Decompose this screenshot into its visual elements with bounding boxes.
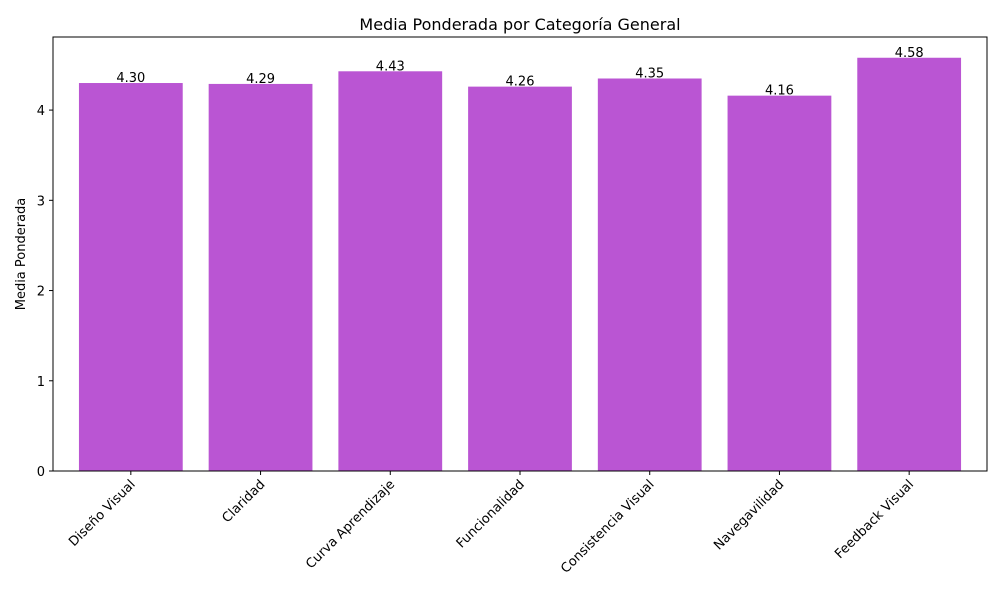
bar: [78, 83, 183, 471]
value-labels-group: 4.30 4.29 4.43 4.26 4.35 4.16 4.58: [116, 46, 923, 99]
chart-title: Media Ponderada por Categoría General: [359, 15, 680, 34]
bar-value-label: 4.16: [765, 84, 794, 99]
bar-value-label: 4.58: [895, 46, 924, 61]
y-tick-label: 1: [37, 375, 45, 390]
bar: [468, 86, 572, 471]
bar: [597, 78, 702, 472]
bar: [208, 83, 313, 472]
bar-value-label: 4.43: [376, 59, 405, 74]
bar: [338, 71, 443, 472]
bar-value-label: 4.26: [506, 75, 535, 90]
bars-group: [78, 57, 962, 472]
y-tick-label: 3: [37, 194, 45, 209]
y-tick-label: 4: [37, 104, 45, 119]
bar: [857, 57, 962, 472]
bar-value-label: 4.29: [246, 72, 275, 87]
y-axis-ticks: 0 1 2 3 4: [37, 104, 53, 480]
y-tick-label: 0: [37, 465, 45, 480]
bar-value-label: 4.30: [116, 71, 145, 86]
bar-value-label: 4.35: [635, 67, 664, 82]
y-tick-label: 2: [37, 285, 45, 300]
bar: [727, 95, 832, 471]
y-axis-label: Media Ponderada: [14, 198, 29, 311]
